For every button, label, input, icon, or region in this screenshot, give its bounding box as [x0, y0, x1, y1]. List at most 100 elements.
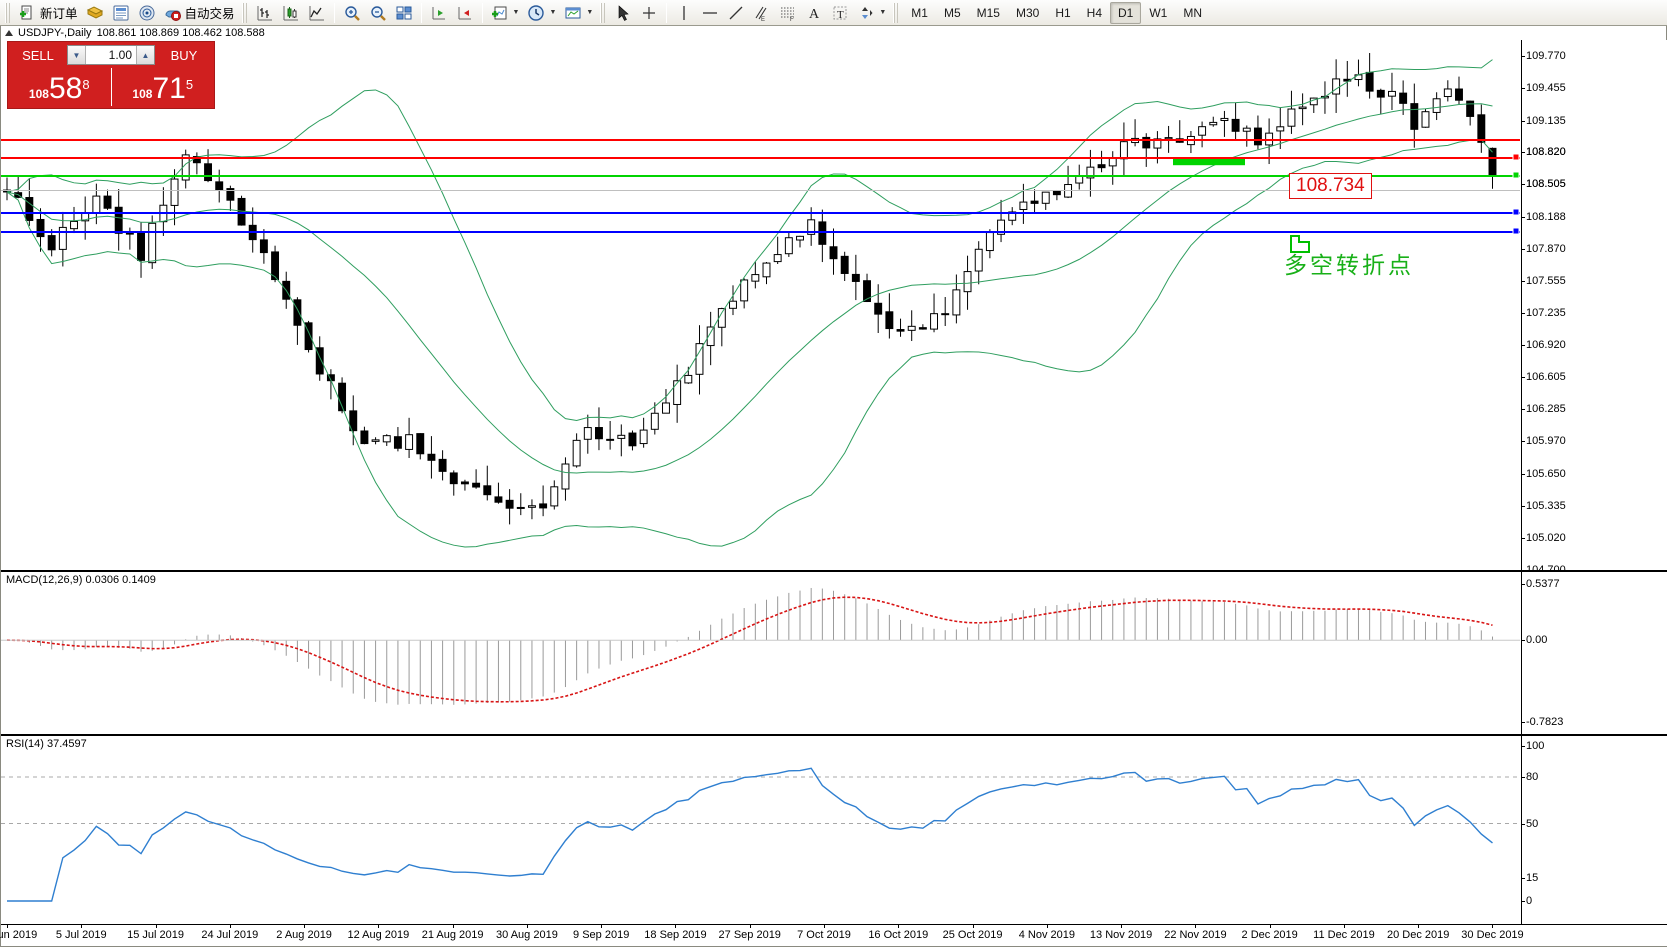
chevron-down-icon-4[interactable]: ▼ — [879, 9, 887, 16]
timeframe-button-m15[interactable]: M15 — [976, 5, 1000, 20]
chevron-down-icon-2[interactable]: ▼ — [549, 9, 557, 16]
chart-window[interactable]: USDJPY-,Daily 108.861 108.869 108.462 10… — [0, 26, 1667, 947]
text-box-button[interactable]: T — [827, 2, 853, 24]
timeframe-button-m5[interactable]: M5 — [943, 5, 961, 20]
timeframe-button-h4[interactable]: H4 — [1086, 5, 1102, 20]
volume-decrease-button[interactable]: ▼ — [68, 46, 86, 64]
tile-windows-icon — [395, 4, 413, 22]
period-button[interactable]: ▼ — [523, 2, 560, 24]
svg-text:E: E — [761, 17, 765, 22]
date-tick-label: 25 Oct 2019 — [942, 929, 1003, 941]
price-y-tick: 107.235 — [1522, 307, 1566, 320]
text-label-button[interactable]: A — [801, 2, 827, 24]
price-line-resistance-1[interactable] — [1, 156, 1520, 159]
pane-separator-1[interactable] — [1, 570, 1667, 572]
vertical-line-button[interactable] — [671, 2, 697, 24]
macd-label: MACD(12,26,9) 0.0306 0.1409 — [6, 574, 156, 586]
timeframe-button-mn[interactable]: MN — [1183, 5, 1203, 20]
price-y-axis[interactable]: 109.770 109.455 109.135 108.820 108.505 108.1… — [1521, 40, 1667, 576]
volume-input[interactable]: ▼ 1.00 ▲ — [67, 45, 155, 65]
auto-scroll-button[interactable] — [452, 2, 478, 24]
date-tick-mark — [526, 924, 528, 928]
timeframe-button-h1[interactable]: H1 — [1055, 5, 1071, 20]
rsi-pane[interactable]: RSI(14) 37.4597 100 80 50 15 0 — [1, 736, 1667, 925]
toolbar-grip-3[interactable] — [600, 2, 608, 23]
date-axis[interactable]: 26 Jun 2019 5 Jul 2019 15 Jul 2019 24 Jul 2… — [0, 924, 1667, 946]
price-line-handle-resistance-1[interactable] — [1512, 153, 1520, 161]
price-line-pivot-green[interactable] — [1, 175, 1520, 178]
volume-increase-button[interactable]: ▲ — [136, 46, 154, 64]
price-y-tick-extra: 108.820 — [1522, 146, 1566, 159]
buy-button[interactable]: BUY — [170, 47, 198, 63]
date-tick-mark — [898, 924, 900, 928]
date-tick-label: 24 Jul 2019 — [201, 929, 259, 941]
rsi-y-tick: 50 — [1521, 817, 1539, 830]
price-chart-canvas[interactable] — [1, 40, 1520, 570]
auto-scroll-icon — [456, 4, 474, 22]
shapes-button[interactable]: ▼ — [853, 2, 890, 24]
price-y-tick: 109.455 — [1522, 82, 1566, 95]
line-chart-button[interactable] — [304, 2, 330, 24]
trendline-button[interactable] — [723, 2, 749, 24]
price-line-handle-support-1[interactable] — [1512, 208, 1520, 216]
bar-chart-button[interactable] — [252, 2, 278, 24]
profile-button[interactable] — [82, 2, 108, 24]
annotation-price-box[interactable]: 108.734 — [1289, 173, 1372, 199]
macd-canvas[interactable] — [1, 572, 1520, 734]
rsi-y-axis[interactable]: 100 80 50 15 0 — [1521, 736, 1667, 925]
add-indicator-button[interactable]: ▼ — [487, 2, 524, 24]
chevron-down-icon-3[interactable]: ▼ — [586, 9, 594, 16]
volume-value[interactable]: 1.00 — [108, 48, 132, 62]
price-pane[interactable]: 109.088108.916108.734108.588108.370108.1… — [1, 40, 1667, 576]
equidistant-channel-button[interactable]: E — [749, 2, 775, 24]
timeframe-button-w1[interactable]: W1 — [1149, 5, 1168, 20]
pane-separator-2[interactable] — [1, 734, 1667, 736]
new-order-button[interactable]: 新订单 — [15, 2, 82, 24]
autotrading-label: 自动交易 — [184, 7, 235, 21]
price-line-handle-support-2[interactable] — [1512, 227, 1520, 235]
buy-price[interactable]: 108 71 5 — [112, 68, 215, 106]
price-line-support-2[interactable] — [1, 230, 1520, 233]
macd-y-tick: -0.7823 — [1521, 716, 1564, 728]
sell-button[interactable]: SELL — [22, 47, 54, 63]
price-line-last-price[interactable] — [1, 189, 1520, 191]
market-watch-button[interactable] — [108, 2, 134, 24]
date-tick-mark — [1046, 924, 1048, 928]
chevron-down-icon[interactable]: ▼ — [512, 9, 520, 16]
macd-pane[interactable]: MACD(12,26,9) 0.0306 0.1409 0.5377 0.00 -0… — [1, 572, 1667, 734]
market-watch-icon — [112, 4, 130, 22]
price-y-tick: 105.970 — [1522, 435, 1566, 448]
cursor-button[interactable] — [610, 2, 636, 24]
triangle-up-icon — [5, 30, 13, 36]
templates-button[interactable]: ▼ — [560, 2, 597, 24]
rsi-label: RSI(14) 37.4597 — [6, 738, 87, 750]
price-line-resistance-2[interactable] — [1, 139, 1520, 142]
fibonacci-button[interactable]: F — [775, 2, 801, 24]
navigator-button[interactable] — [134, 2, 160, 24]
macd-y-axis[interactable]: 0.5377 0.00 -0.7823 — [1521, 572, 1667, 734]
horizontal-line-button[interactable] — [697, 2, 723, 24]
timeframe-button-d1[interactable]: D1 — [1110, 1, 1142, 24]
date-tick-label: 27 Sep 2019 — [718, 929, 781, 941]
price-line-handle-pivot-green[interactable] — [1512, 171, 1520, 179]
date-tick-mark — [1492, 924, 1494, 928]
price-line-support-1[interactable] — [1, 212, 1520, 215]
zoom-out-button[interactable] — [365, 2, 391, 24]
candlestick-chart-button[interactable] — [278, 2, 304, 24]
toolbar-grip[interactable] — [5, 2, 12, 23]
rsi-canvas[interactable] — [1, 736, 1520, 925]
toolbar-grip-4[interactable] — [893, 2, 901, 23]
date-tick-label: 26 Jun 2019 — [0, 929, 38, 941]
crosshair-button[interactable] — [636, 2, 662, 24]
tile-windows-button[interactable] — [391, 2, 417, 24]
annotation-chinese-note[interactable]: 多空转折点 — [1284, 253, 1414, 279]
shift-end-button[interactable] — [426, 2, 452, 24]
autotrading-button[interactable]: 自动交易 — [160, 2, 239, 24]
timeframe-button-m30[interactable]: M30 — [1015, 5, 1040, 20]
one-click-trading-panel[interactable]: SELL ▼ 1.00 ▲ BUY 108 58 8 108 71 5 — [7, 41, 215, 109]
sell-price[interactable]: 108 58 8 — [8, 68, 112, 106]
macd-y-tick: 0.00 — [1521, 634, 1548, 647]
zoom-in-button[interactable] — [339, 2, 365, 24]
timeframe-button-m1[interactable]: M1 — [911, 5, 928, 20]
toolbar-grip-2[interactable] — [241, 2, 249, 23]
